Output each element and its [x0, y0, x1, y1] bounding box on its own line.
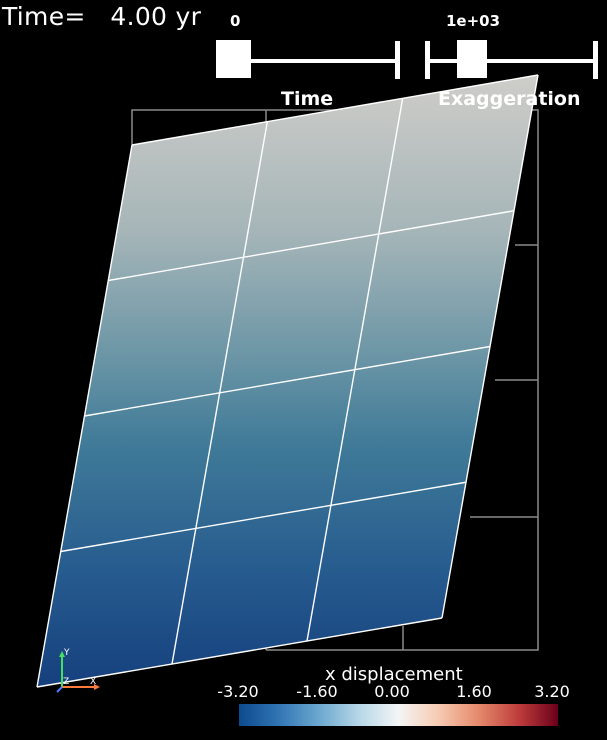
- color-bar-tick: -1.60: [282, 682, 352, 701]
- color-bar-gradient: [239, 704, 558, 726]
- color-bar-tick: 3.20: [517, 682, 587, 701]
- time-slider-label: Time: [281, 88, 333, 110]
- exaggeration-slider-handle[interactable]: [457, 40, 487, 78]
- time-slider-value: 0: [230, 12, 240, 30]
- time-slider-handle[interactable]: [216, 40, 251, 78]
- exaggeration-slider-label: Exaggeration: [438, 88, 581, 110]
- color-bar-tick: -3.20: [203, 682, 273, 701]
- time-slider-end-cap: [395, 41, 400, 79]
- time-annotation: Time= 4.00 yr: [2, 2, 201, 31]
- exaggeration-slider-start-cap: [425, 41, 430, 79]
- y-axis-label: Y: [63, 648, 70, 658]
- exaggeration-slider-end-cap: [593, 41, 598, 79]
- exaggeration-slider-track[interactable]: [427, 59, 597, 63]
- orientation-axes: Y X Z: [52, 645, 112, 695]
- z-axis-arrow: [57, 687, 62, 692]
- color-bar-tick: 0.00: [357, 682, 427, 701]
- color-bar-tick: 1.60: [439, 682, 509, 701]
- z-axis-label: Z: [63, 677, 69, 687]
- x-axis-label: X: [90, 677, 96, 687]
- exaggeration-slider-value: 1e+03: [446, 12, 500, 30]
